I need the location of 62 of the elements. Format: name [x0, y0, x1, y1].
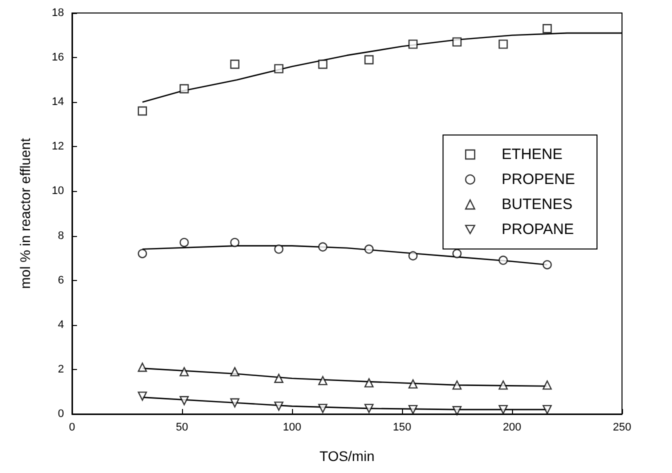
point	[498, 380, 508, 390]
y-tick-label: 4	[58, 318, 64, 331]
point	[408, 40, 418, 49]
point	[230, 367, 240, 376]
point	[408, 251, 418, 260]
legend-label: BUTENES	[502, 196, 573, 213]
y-tick-label: 16	[52, 52, 64, 64]
point	[318, 242, 328, 252]
point	[542, 24, 552, 34]
point	[364, 55, 374, 64]
y-tick-label: 2	[58, 363, 64, 376]
point	[542, 404, 552, 414]
legend-label: PROPENE	[502, 171, 576, 188]
point	[364, 378, 374, 388]
point	[498, 256, 508, 265]
x-tick-label: 150	[392, 422, 412, 434]
point	[318, 404, 328, 414]
point	[230, 238, 240, 248]
point	[498, 404, 508, 414]
x-axis-title: TOS/min	[320, 448, 374, 464]
y-tick-label: 0	[58, 408, 64, 420]
x-tick-label: 50	[176, 422, 188, 434]
point	[138, 392, 147, 401]
point	[364, 244, 374, 254]
point	[364, 404, 374, 414]
legend-label: ETHENE	[502, 146, 562, 163]
point	[452, 37, 462, 47]
legend-label: PROPANE	[502, 221, 574, 238]
y-axis-title: mol % in reactor effluent	[17, 138, 33, 289]
point	[180, 238, 189, 248]
y-tick-label: 10	[52, 185, 64, 198]
point	[230, 60, 240, 69]
point	[408, 379, 418, 389]
point	[408, 404, 418, 414]
x-tick-label: 250	[612, 422, 632, 434]
point	[274, 402, 284, 411]
point	[274, 64, 284, 74]
point	[180, 367, 189, 376]
point	[318, 60, 328, 69]
point	[274, 374, 284, 383]
point	[274, 244, 284, 254]
y-tick-label: 14	[52, 96, 64, 108]
point	[138, 249, 147, 258]
point	[138, 362, 147, 372]
point	[542, 260, 552, 270]
y-tick-label: 6	[58, 274, 64, 286]
x-tick-label: 200	[502, 422, 522, 434]
point	[452, 249, 462, 258]
y-tick-label: 18	[52, 7, 64, 19]
point	[452, 406, 462, 416]
point	[452, 380, 462, 390]
point	[318, 376, 328, 386]
point	[180, 84, 189, 94]
y-tick-label: 8	[58, 230, 64, 242]
point	[180, 396, 189, 406]
x-tick-label: 0	[68, 422, 76, 434]
point	[542, 380, 552, 390]
point	[498, 40, 508, 49]
y-tick-label: 12	[52, 140, 64, 153]
point	[230, 398, 240, 408]
x-tick-label: 100	[282, 422, 302, 434]
point	[138, 106, 147, 116]
